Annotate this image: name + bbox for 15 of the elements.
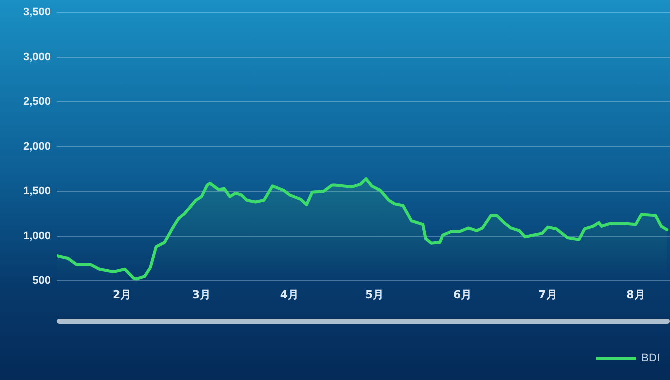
y-tick-label: 500: [32, 275, 51, 288]
x-tick-label: 3月: [192, 288, 212, 302]
y-tick-label: 2,500: [23, 96, 51, 108]
y-tick-label: 1,500: [23, 186, 51, 198]
x-tick-label: 7月: [538, 288, 558, 302]
legend-label: BDI: [642, 352, 660, 365]
y-tick-label: 3,500: [23, 6, 51, 19]
y-tick-label: 3,000: [23, 51, 51, 64]
y-tick-label: 2,000: [23, 140, 51, 153]
x-tick-label: 4月: [280, 288, 300, 302]
x-tick-label: 6月: [454, 288, 472, 302]
x-tick-label: 5月: [366, 288, 384, 302]
x-tick-label: 8月: [626, 288, 646, 302]
x-tick-label: 2月: [112, 288, 132, 302]
y-tick-label: 1,000: [23, 230, 51, 242]
